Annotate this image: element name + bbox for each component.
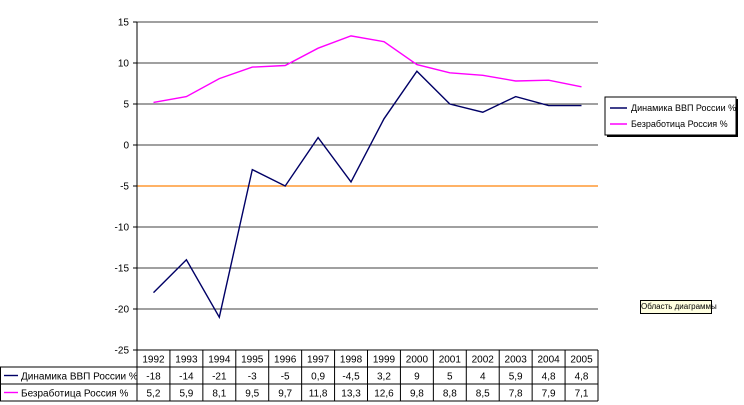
x-tick-label: 1998: [340, 355, 363, 366]
data-label: -4,5: [342, 372, 360, 383]
table-row-label: Безработица Россия %: [21, 388, 128, 400]
data-label: 4,8: [575, 372, 589, 383]
y-tick-label: -25: [115, 346, 130, 357]
data-label: -3: [248, 372, 257, 383]
x-tick-label: 1992: [142, 355, 165, 366]
series-lines: [153, 35, 582, 320]
data-label: -14: [179, 372, 194, 383]
legend-entry: Безработица Россия %: [631, 119, 728, 129]
y-tick-label: -15: [115, 264, 130, 275]
series-line-1: [153, 70, 582, 320]
x-tick-label: 2001: [439, 355, 462, 366]
y-tick-label: -20: [115, 305, 130, 316]
data-label: 7,1: [575, 389, 589, 400]
data-label: 5,9: [509, 372, 523, 383]
data-label: -21: [212, 372, 227, 383]
data-label: 9: [414, 372, 420, 383]
y-tick-label: 15: [118, 18, 130, 29]
data-label: 13,3: [341, 389, 361, 400]
x-tick-label: 1993: [175, 355, 198, 366]
chart-area-tooltip: Область диаграммы: [640, 300, 717, 314]
data-label: 8,8: [443, 389, 457, 400]
legend[interactable]: Динамика ВВП России % Безработица Россия …: [604, 96, 738, 137]
data-label: 8,1: [212, 389, 226, 400]
data-label: -18: [146, 372, 161, 383]
data-label: 12,6: [374, 389, 394, 400]
y-tick-label: 10: [118, 59, 130, 70]
data-label: 9,5: [245, 389, 259, 400]
y-tick-label: 0: [123, 141, 129, 152]
data-table: 1992 1993 1994 1995 1996 1997 1998 1999 2000 2001…: [0, 349, 599, 402]
data-label: 5,2: [147, 389, 161, 400]
x-tick-label: 2000: [406, 355, 429, 366]
data-label: -5: [281, 372, 290, 383]
data-label: 7,9: [542, 389, 556, 400]
y-tick-label: 5: [123, 100, 129, 111]
y-tick-label: -10: [115, 223, 130, 234]
data-label: 9,7: [278, 389, 292, 400]
y-tick-label: -5: [120, 182, 129, 193]
data-label: 0,9: [311, 372, 325, 383]
x-tick-label: 2003: [505, 355, 528, 366]
table-row-label: Динамика ВВП России %: [21, 372, 138, 383]
series-line-2: [153, 35, 582, 104]
data-label: 9,8: [410, 389, 424, 400]
data-label: 3,2: [377, 372, 391, 383]
data-label: 11,8: [309, 389, 328, 400]
x-tick-label: 2002: [472, 355, 495, 366]
data-label: 5: [447, 372, 453, 383]
data-label: 4: [480, 372, 486, 383]
data-label: 4,8: [542, 372, 556, 383]
x-tick-label: 1999: [373, 355, 396, 366]
legend-box: [604, 96, 737, 136]
x-tick-label: 2005: [570, 355, 593, 366]
y-axis: 15 10 5 0 -5 -10 -15 -20 -25: [115, 18, 138, 357]
x-tick-label: 1995: [241, 355, 264, 366]
data-label: 7,8: [509, 389, 523, 400]
x-tick-label: 1996: [274, 355, 297, 366]
x-tick-label: 1997: [307, 355, 330, 366]
data-label: 5,9: [179, 389, 193, 400]
x-tick-label: 1994: [208, 355, 231, 366]
data-label: 8,5: [476, 389, 490, 400]
legend-entry: Динамика ВВП России %: [631, 103, 736, 113]
x-tick-label: 2004: [537, 355, 560, 366]
